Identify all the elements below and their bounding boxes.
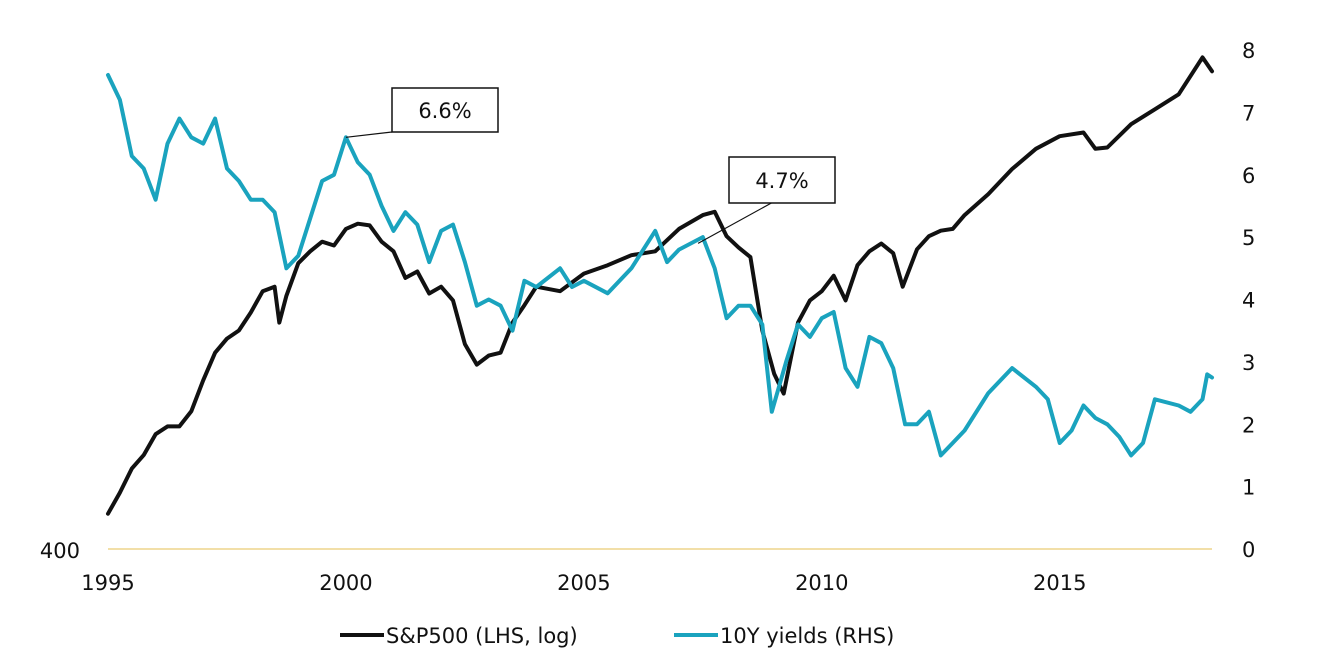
right-axis-tick-label: 6 [1242, 164, 1255, 188]
annotation-layer: 6.6% 4.7% [345, 87, 836, 244]
annotation-callout: 4.7% [697, 156, 836, 244]
x-axis-tick-labels: 1995 2000 2005 2010 2015 [81, 571, 1086, 595]
series-layer [106, 55, 1214, 516]
series-line-sp500 [106, 55, 1214, 516]
right-axis-tick-labels: 0 1 2 3 4 5 6 7 8 [1242, 39, 1255, 562]
x-tick-label: 2000 [319, 571, 372, 595]
x-tick-label: 2015 [1033, 571, 1086, 595]
legend-label-10y: 10Y yields (RHS) [720, 624, 894, 648]
x-tick-label: 2005 [557, 571, 610, 595]
right-axis-tick-label: 3 [1242, 351, 1255, 375]
annotation-leader-line [345, 131, 393, 138]
x-tick-label: 1995 [81, 571, 134, 595]
annotation-box [391, 87, 499, 133]
legend: S&P500 (LHS, log) 10Y yields (RHS) [340, 624, 894, 648]
x-tick-label: 2010 [795, 571, 848, 595]
right-axis-tick-label: 0 [1242, 538, 1255, 562]
annotation-callout: 6.6% [345, 87, 499, 138]
left-axis-min-label: 400 [40, 539, 80, 563]
right-axis-tick-label: 1 [1242, 476, 1255, 500]
annotation-leader-line [697, 202, 772, 244]
legend-label-sp500: S&P500 (LHS, log) [386, 624, 578, 648]
annotation-box [728, 156, 836, 204]
right-axis-tick-label: 7 [1242, 101, 1255, 125]
annotation-label: 6.6% [418, 99, 471, 123]
series-line-10y-yields [106, 73, 1214, 458]
right-axis-tick-label: 2 [1242, 413, 1255, 437]
right-axis-tick-label: 5 [1242, 226, 1255, 250]
right-axis-tick-label: 4 [1242, 289, 1255, 313]
annotation-label: 4.7% [755, 169, 808, 193]
right-axis-tick-label: 8 [1242, 39, 1255, 63]
